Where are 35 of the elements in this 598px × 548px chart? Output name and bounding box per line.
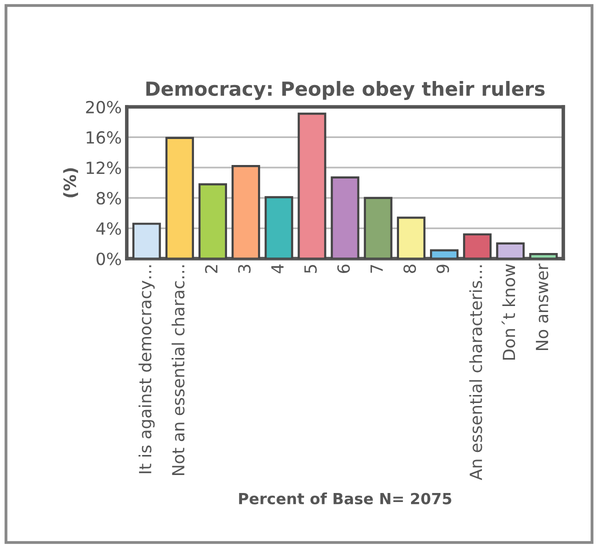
y-tick-label: 16% — [86, 131, 121, 144]
bar — [264, 196, 294, 259]
x-tick-label: 8 — [403, 264, 416, 273]
bar — [132, 222, 161, 259]
x-axis-title: Percent of Base N= 2075 — [239, 492, 452, 504]
x-tick-label: 5 — [304, 264, 317, 273]
chart-title: Democracy: People obey their rulers — [146, 80, 545, 100]
y-tick-label: 12% — [86, 162, 121, 174]
bar — [463, 233, 492, 259]
bar — [430, 249, 459, 259]
x-tick-label: Don´t know — [502, 264, 516, 360]
x-tick-label: 3 — [238, 264, 251, 273]
bar — [232, 165, 260, 259]
x-tick-label: No answer — [536, 264, 548, 350]
y-tick-label: 0% — [96, 252, 121, 266]
y-axis-title: (%) — [63, 168, 78, 198]
x-tick-label: 9 — [436, 264, 450, 274]
y-tick-label: 4% — [96, 222, 121, 235]
x-tick-label: 6 — [337, 264, 350, 273]
x-tick-label: An essential characteris… — [469, 265, 482, 480]
x-tick-label: 2 — [204, 265, 218, 273]
x-tick-label: 4 — [271, 264, 284, 274]
bar — [165, 136, 194, 259]
bar — [330, 176, 360, 259]
y-tick-label: 8% — [96, 192, 121, 205]
y-tick-label: 20% — [86, 100, 121, 114]
bar — [198, 183, 228, 259]
x-tick-label: 7 — [370, 264, 383, 273]
bar — [396, 216, 426, 259]
bar — [298, 112, 326, 259]
x-tick-label: Not an essential charac… — [172, 265, 185, 476]
x-tick-label: It is against democracy… — [138, 265, 155, 474]
bar — [529, 253, 558, 259]
bar — [496, 242, 525, 259]
bar — [364, 196, 392, 259]
